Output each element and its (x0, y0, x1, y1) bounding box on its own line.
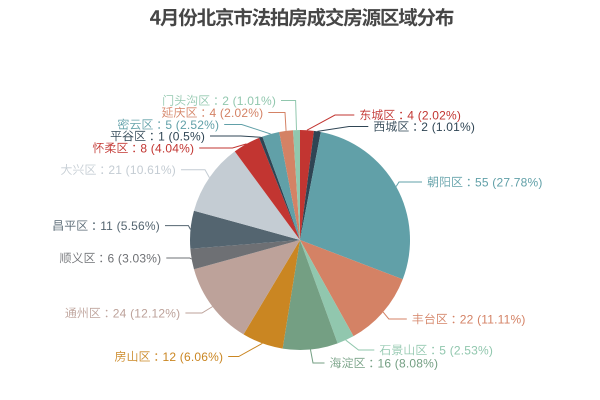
svg-text:5 (2.53%): 5 (2.53%) (439, 343, 493, 357)
svg-text:6 (3.03%): 6 (3.03%) (108, 251, 162, 265)
svg-text:4 (2.02%): 4 (2.02%) (210, 106, 264, 120)
svg-text:16 (8.08%): 16 (8.08%) (378, 356, 439, 370)
svg-text:2 (1.01%): 2 (1.01%) (421, 120, 475, 134)
svg-text:22 (11.11%): 22 (11.11%) (460, 312, 526, 326)
svg-text:12 (6.06%): 12 (6.06%) (163, 350, 224, 364)
svg-text:1 (0.5%): 1 (0.5%) (158, 129, 205, 143)
svg-text:21 (10.61%): 21 (10.61%) (108, 163, 176, 177)
svg-text:11 (5.56%): 11 (5.56%) (100, 219, 160, 233)
svg-text:4 (2.02%): 4 (2.02%) (407, 108, 461, 122)
svg-text:2 (1.01%): 2 (1.01%) (222, 94, 276, 108)
svg-text:8 (4.04%): 8 (4.04%) (140, 141, 194, 155)
svg-text:24 (12.12%): 24 (12.12%) (113, 306, 181, 320)
svg-text:55 (27.78%): 55 (27.78%) (475, 175, 543, 189)
svg-text:5 (2.52%): 5 (2.52%) (165, 118, 219, 132)
